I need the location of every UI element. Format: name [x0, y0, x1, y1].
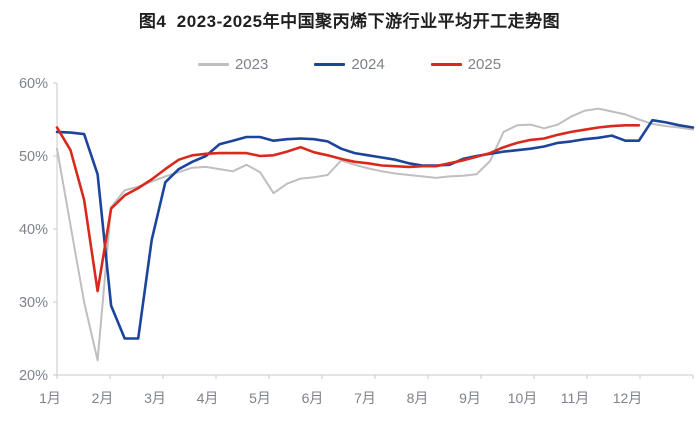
y-tick-label: 50% [19, 149, 48, 165]
series-line-2025 [55, 124, 641, 293]
legend-label-2024: 2024 [351, 56, 385, 73]
x-tick-label: 6月 [302, 390, 324, 406]
x-tick-label: 7月 [354, 390, 376, 406]
chart-title: 图4 2023-2025年中国聚丙烯下游行业平均开工走势图 [138, 12, 561, 31]
legend: 2023 2024 2025 [0, 56, 699, 73]
legend-swatch-2025 [430, 63, 462, 66]
x-tick-label: 3月 [144, 390, 166, 406]
legend-swatch-2023 [197, 63, 229, 66]
y-tick-label: 20% [19, 368, 48, 384]
legend-swatch-2024 [314, 63, 346, 66]
legend-item-2025: 2025 [430, 56, 502, 73]
x-tick-label: 9月 [459, 390, 481, 406]
legend-label-2023: 2023 [234, 56, 269, 73]
legend-item-2023: 2023 [197, 56, 269, 73]
legend-item-2024: 2024 [314, 56, 385, 73]
x-tick-label: 4月 [197, 390, 219, 406]
x-tick-label: 5月 [249, 390, 271, 406]
x-tick-label: 8月 [407, 390, 429, 406]
x-tick-label: 10月 [508, 390, 538, 406]
y-tick-label: 40% [19, 222, 48, 238]
legend-label-2025: 2025 [467, 56, 502, 73]
series-line-2024 [55, 118, 695, 340]
x-tick-label: 12月 [613, 390, 643, 406]
series-line-2023 [56, 107, 694, 362]
y-tick-label: 60% [19, 76, 48, 92]
y-tick-label: 30% [19, 295, 48, 311]
x-tick-label: 11月 [561, 390, 590, 406]
x-tick-label: 2月 [92, 390, 114, 406]
x-tick-label: 1月 [39, 390, 61, 406]
